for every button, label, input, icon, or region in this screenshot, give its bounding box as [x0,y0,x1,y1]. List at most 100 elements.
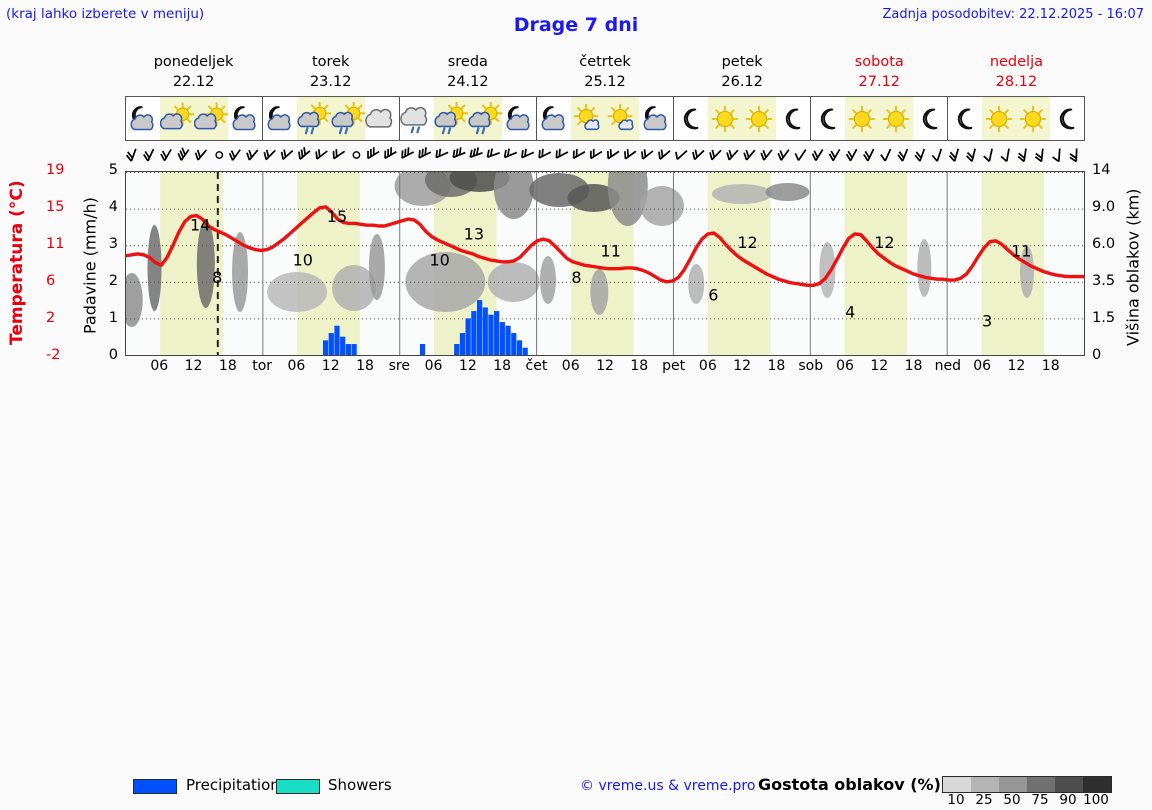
sun-cloud-drizzle-icon [331,102,365,136]
sun-cloud-icon [160,102,194,136]
icon-day-group-2 [400,97,537,140]
moon-clear-icon [674,102,708,136]
cloud-tick-4: 1.5 [1092,310,1115,326]
x-label-4: 06 [288,358,306,374]
icon-day-group-6 [948,97,1084,140]
weather-icon-cell-7 [365,97,399,140]
temp-annotation-0: 8 [212,268,222,287]
x-label-14: 18 [630,358,648,374]
icon-day-group-1 [263,97,400,140]
weather-icon-cell-6 [331,97,365,140]
x-label-9: 12 [459,358,477,374]
temp-annotation-10: 4 [845,303,855,322]
temperature-axis-title: Temperatura (°C) [4,178,30,348]
precip-tick-3: 2 [109,273,118,289]
cloud-scale-step-5 [1083,777,1111,792]
temp-annotation-7: 11 [601,242,621,261]
sun-clear-icon [845,102,879,136]
x-label-21: 12 [870,358,888,374]
cloud-tick-5: 0 [1092,347,1101,363]
day-date: 26.12 [674,72,811,92]
sun-cloud-icon [194,102,228,136]
weather-icon-cell-3 [228,97,262,140]
moon-clear-icon [776,102,810,136]
x-label-20: 06 [836,358,854,374]
night-cloudy-icon [126,102,160,136]
sun-cloud-drizzle-icon [297,102,331,136]
day-date: 28.12 [948,72,1085,92]
temp-tick-5: -2 [46,347,60,363]
x-label-15: pet [662,358,685,374]
day-name: nedelja [948,52,1085,72]
cloud-density-legend-title: Gostota oblakov (%) [758,775,941,794]
sun-clear-icon [879,102,913,136]
moon-clear-icon [948,102,982,136]
weather-icon-cell-16 [674,97,708,140]
weather-icon-cell-2 [194,97,228,140]
temp-annotation-11: 12 [874,233,894,252]
sun-clear-icon [742,102,776,136]
night-cloudy-icon [639,102,673,136]
temp-tick-0: 19 [46,162,64,178]
day-date: 27.12 [811,72,948,92]
cloud-tick-1: 9.0 [1092,199,1115,215]
weather-icon-cell-26 [1016,97,1050,140]
x-label-23: ned [935,358,961,374]
cloud-tick-0: 14 [1092,162,1110,178]
cloud-scale-label-2: 50 [1003,792,1020,808]
day-name: ponedeljek [125,52,262,72]
weather-icon-cell-22 [879,97,913,140]
cloud-scale-label-5: 100 [1083,792,1109,808]
wind-barb-strip [125,141,1085,171]
cloud-scale-step-2 [999,777,1027,792]
temp-annotation-2: 10 [293,250,313,269]
day-name: petek [674,52,811,72]
cloud-scale-label-0: 10 [947,792,964,808]
x-label-25: 12 [1008,358,1026,374]
precip-tick-2: 3 [109,236,118,252]
day-date: 22.12 [125,72,262,92]
x-label-16: 06 [699,358,717,374]
moon-clear-icon [913,102,947,136]
weather-icon-cell-9 [434,97,468,140]
weather-icon-cell-5 [297,97,331,140]
x-label-22: 18 [905,358,923,374]
cloud-scale-step-3 [1027,777,1055,792]
temp-annotation-9: 12 [737,233,757,252]
icon-day-group-4 [674,97,811,140]
last-update-label: Zadnja posodobitev: 22.12.2025 - 16:07 [882,7,1144,22]
showers-legend-swatch [276,779,320,794]
cloud-tick-3: 3.5 [1092,273,1115,289]
weather-icon-cell-23 [913,97,947,140]
precip-tick-0: 5 [109,162,118,178]
temp-tick-1: 15 [46,199,64,215]
temp-tick-2: 11 [46,236,64,252]
copyright-link[interactable]: © vreme.us & vreme.pro [580,778,755,794]
icon-day-group-3 [537,97,674,140]
sun-cloud-drizzle-icon [468,102,502,136]
weather-icon-cell-15 [639,97,673,140]
day-name: torek [262,52,399,72]
sun-clear-icon [708,102,742,136]
cloud-scale-step-0 [943,777,971,792]
temp-annotation-12: 3 [982,311,992,330]
weather-icon-cell-14 [605,97,639,140]
x-label-12: 06 [562,358,580,374]
precipitation-legend-swatch [133,779,177,794]
cloud-tick-2: 6.0 [1092,236,1115,252]
x-label-7: sre [389,358,410,374]
x-label-1: 12 [185,358,203,374]
showers-legend-label: Showers [328,776,392,794]
x-label-17: 12 [733,358,751,374]
moon-clear-icon [1050,102,1084,136]
weather-icon-strip [125,96,1085,141]
cloud-scale-label-1: 25 [975,792,992,808]
sun-small-cloud-icon [605,102,639,136]
day-date: 24.12 [399,72,536,92]
precipitation-axis-title: Padavine (mm/h) [78,178,102,353]
sun-clear-icon [1016,102,1050,136]
